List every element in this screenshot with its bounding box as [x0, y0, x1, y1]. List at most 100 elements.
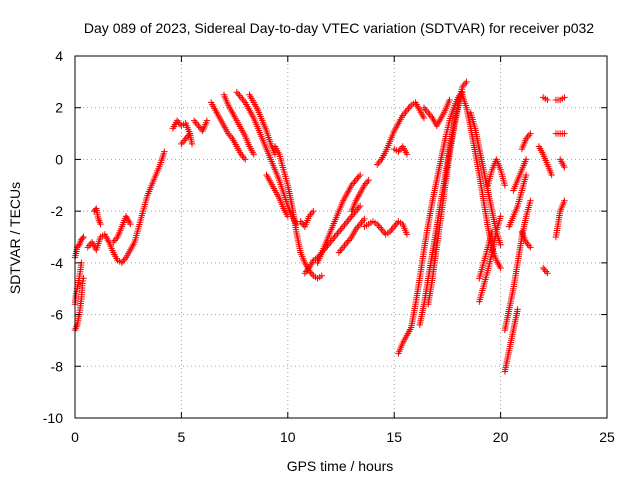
data-point-marker [406, 103, 414, 111]
data-point-marker [405, 105, 412, 112]
y-tick-label: -6 [51, 307, 64, 323]
data-point-marker [234, 90, 242, 98]
data-point-marker [375, 222, 382, 229]
data-point-marker [501, 182, 509, 189]
y-tick-label: 0 [55, 151, 63, 167]
data-point-marker [525, 242, 533, 249]
data-point-marker [308, 270, 316, 278]
y-tick-label: -2 [51, 203, 64, 219]
data-point-marker [497, 241, 504, 248]
data-point-marker [525, 132, 533, 139]
data-point-marker [120, 257, 127, 265]
data-point-marker [561, 130, 568, 137]
data-points [71, 78, 568, 375]
data-point-marker [356, 202, 364, 210]
data-point-marker [73, 323, 80, 330]
data-point-marker [522, 156, 530, 163]
data-point-marker [240, 154, 248, 161]
data-point-marker [96, 219, 104, 226]
chart-title: Day 089 of 2023, Sidereal Day-to-day VTE… [84, 20, 594, 36]
data-point-marker [318, 272, 326, 279]
data-point-marker [351, 178, 358, 186]
y-axis-label: SDTVAR / TECUs [7, 182, 23, 294]
data-point-marker [527, 244, 534, 251]
data-point-marker [310, 207, 317, 215]
data-point-marker [361, 215, 368, 223]
data-point-marker [539, 264, 547, 272]
data-point-marker [337, 247, 344, 254]
data-point-marker [338, 225, 345, 232]
data-point-marker [188, 140, 196, 148]
data-point-marker [403, 107, 411, 114]
data-point-marker [335, 228, 343, 236]
data-point-marker [344, 218, 351, 225]
data-point-marker [364, 178, 371, 186]
data-point-marker [298, 220, 306, 227]
data-point-marker [403, 231, 411, 238]
data-point-marker [561, 94, 568, 101]
data-point-marker [527, 130, 534, 137]
data-point-marker [242, 156, 249, 163]
data-point-marker [488, 228, 496, 236]
data-point-marker [195, 122, 202, 130]
data-point-marker [339, 223, 347, 230]
data-point-marker [329, 235, 337, 242]
data-point-marker [355, 222, 362, 229]
data-point-marker [544, 96, 551, 104]
x-tick-label: 25 [599, 429, 615, 445]
y-tick-label: -8 [51, 358, 64, 374]
x-tick-label: 5 [178, 429, 186, 445]
data-point-marker [84, 244, 91, 251]
data-point-marker [356, 171, 364, 179]
data-point-marker [349, 211, 357, 218]
data-point-marker [376, 224, 384, 231]
data-point-marker [426, 111, 433, 118]
x-tick-label: 20 [493, 429, 509, 445]
data-point-marker [178, 140, 185, 148]
data-point-marker [161, 148, 168, 155]
x-axis-label: GPS time / hours [287, 458, 394, 474]
data-point-marker [237, 94, 245, 101]
data-point-marker [233, 89, 240, 96]
y-tick-label: -4 [51, 255, 64, 271]
data-point-marker [79, 235, 86, 242]
grid-lines [75, 56, 607, 418]
data-point-marker [403, 151, 411, 158]
data-point-marker [497, 264, 504, 272]
y-tick-label: 2 [55, 100, 63, 116]
x-tick-label: 10 [280, 429, 296, 445]
data-point-marker [339, 244, 347, 251]
data-point-marker [341, 242, 348, 249]
data-point-marker [354, 175, 361, 182]
data-point-marker [389, 225, 396, 232]
data-point-marker [111, 237, 118, 244]
data-point-marker [186, 130, 194, 137]
data-point-marker [196, 124, 204, 131]
data-point-marker [542, 268, 550, 275]
data-point-marker [355, 204, 362, 211]
data-point-marker [181, 137, 188, 144]
data-point-marker [391, 223, 398, 230]
data-point-marker [179, 138, 187, 146]
data-point-marker [80, 233, 87, 241]
data-point-marker [342, 220, 350, 227]
data-point-marker [561, 163, 568, 171]
data-point-marker [541, 266, 548, 273]
data-point-marker [514, 306, 521, 313]
data-point-marker [193, 120, 201, 128]
data-point-marker [97, 220, 104, 228]
data-point-marker [341, 221, 348, 229]
data-point-marker [190, 117, 198, 124]
data-point-marker [342, 240, 350, 248]
data-point-marker [446, 96, 453, 104]
data-point-marker [332, 232, 340, 239]
data-point-marker [388, 226, 395, 234]
data-point-marker [308, 209, 316, 217]
x-tick-label: 0 [71, 429, 79, 445]
data-point-marker [423, 107, 431, 115]
plot-frame [74, 55, 608, 419]
data-point-marker [345, 216, 353, 223]
x-tick-label: 15 [386, 429, 402, 445]
data-point-marker [345, 237, 353, 244]
